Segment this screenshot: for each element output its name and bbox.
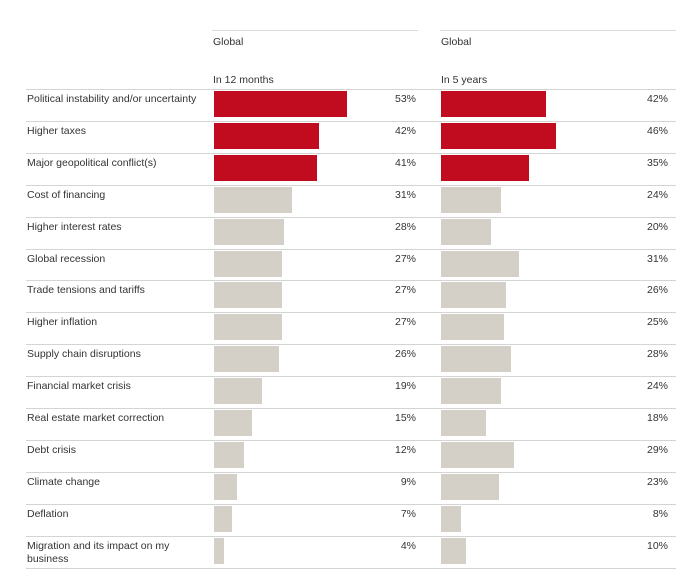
data-label: 18% xyxy=(646,412,668,424)
bar-12-months xyxy=(214,538,224,564)
bar-5-years xyxy=(441,219,491,245)
data-label: 10% xyxy=(646,540,668,552)
data-label: 7% xyxy=(400,508,416,520)
category-label: Real estate market correction xyxy=(27,412,165,424)
bar-12-months xyxy=(214,123,319,149)
data-label: 29% xyxy=(646,444,668,456)
row-divider xyxy=(26,89,676,90)
data-label: 26% xyxy=(394,348,416,360)
row-divider xyxy=(26,568,676,569)
data-label: 24% xyxy=(646,380,668,392)
data-label: 15% xyxy=(394,412,416,424)
bar-5-years xyxy=(441,282,506,308)
bar-12-months xyxy=(214,219,284,245)
bar-5-years xyxy=(441,91,546,117)
bar-5-years xyxy=(441,346,511,372)
category-label: Supply chain disruptions xyxy=(27,348,141,360)
category-label: Climate change xyxy=(27,476,100,488)
bar-12-months xyxy=(214,314,282,340)
row-divider xyxy=(26,185,676,186)
row-divider xyxy=(26,536,676,537)
bar-12-months xyxy=(214,442,244,468)
row-divider xyxy=(26,249,676,250)
bar-5-years xyxy=(441,187,501,213)
data-label: 23% xyxy=(646,476,668,488)
data-label: 19% xyxy=(394,380,416,392)
data-label: 41% xyxy=(394,157,416,169)
bar-5-years xyxy=(441,538,466,564)
data-label: 42% xyxy=(646,93,668,105)
data-label: 28% xyxy=(394,221,416,233)
data-label: 8% xyxy=(652,508,668,520)
data-label: 24% xyxy=(646,189,668,201)
period-label-12m: In 12 months xyxy=(213,74,274,86)
row-divider xyxy=(26,312,676,313)
header-rule-12m xyxy=(212,30,418,31)
category-label: Higher interest rates xyxy=(27,221,122,233)
data-label: 35% xyxy=(646,157,668,169)
data-label: 25% xyxy=(646,316,668,328)
bar-5-years xyxy=(441,314,504,340)
category-label: Political instability and/or uncertainty xyxy=(27,93,197,105)
bar-12-months xyxy=(214,474,237,500)
bar-12-months xyxy=(214,155,317,181)
category-label: Global recession xyxy=(27,253,106,265)
row-divider xyxy=(26,504,676,505)
category-label: Major geopolitical conflict(s) xyxy=(27,157,157,169)
bar-12-months xyxy=(214,378,262,404)
bar-5-years xyxy=(441,474,499,500)
data-label: 46% xyxy=(646,125,668,137)
row-divider xyxy=(26,153,676,154)
data-label: 27% xyxy=(394,316,416,328)
category-label: Migration and its impact on my business xyxy=(27,540,170,565)
data-label: 31% xyxy=(646,253,668,265)
bar-12-months xyxy=(214,91,347,117)
data-label: 26% xyxy=(646,284,668,296)
category-label: Higher inflation xyxy=(27,316,98,328)
bar-5-years xyxy=(441,378,501,404)
category-label: Financial market crisis xyxy=(27,380,131,392)
bar-12-months xyxy=(214,410,252,436)
data-label: 28% xyxy=(646,348,668,360)
bar-5-years xyxy=(441,251,519,277)
bar-12-months xyxy=(214,282,282,308)
data-label: 31% xyxy=(394,189,416,201)
category-label: Debt crisis xyxy=(27,444,77,456)
bar-5-years xyxy=(441,410,486,436)
data-label: 27% xyxy=(394,253,416,265)
row-divider xyxy=(26,472,676,473)
data-label: 20% xyxy=(646,221,668,233)
bar-12-months xyxy=(214,251,282,277)
bar-5-years xyxy=(441,123,556,149)
data-label: 53% xyxy=(394,93,416,105)
bar-5-years xyxy=(441,506,461,532)
row-divider xyxy=(26,344,676,345)
category-label: Cost of financing xyxy=(27,189,106,201)
data-label: 27% xyxy=(394,284,416,296)
region-label-5y: Global xyxy=(441,36,472,48)
row-divider xyxy=(26,440,676,441)
data-label: 9% xyxy=(400,476,416,488)
data-label: 42% xyxy=(394,125,416,137)
row-divider xyxy=(26,217,676,218)
row-divider xyxy=(26,280,676,281)
data-label: 4% xyxy=(400,540,416,552)
header-rule-5y xyxy=(440,30,676,31)
bar-5-years xyxy=(441,155,529,181)
bar-5-years xyxy=(441,442,514,468)
period-label-5y: In 5 years xyxy=(441,74,488,86)
row-divider xyxy=(26,121,676,122)
region-label-12m: Global xyxy=(213,36,244,48)
category-label: Trade tensions and tariffs xyxy=(27,284,145,296)
row-divider xyxy=(26,376,676,377)
category-label: Higher taxes xyxy=(27,125,86,137)
row-divider xyxy=(26,408,676,409)
bar-12-months xyxy=(214,506,232,532)
bar-12-months xyxy=(214,187,292,213)
data-label: 12% xyxy=(394,444,416,456)
bar-12-months xyxy=(214,346,279,372)
category-label: Deflation xyxy=(27,508,69,520)
